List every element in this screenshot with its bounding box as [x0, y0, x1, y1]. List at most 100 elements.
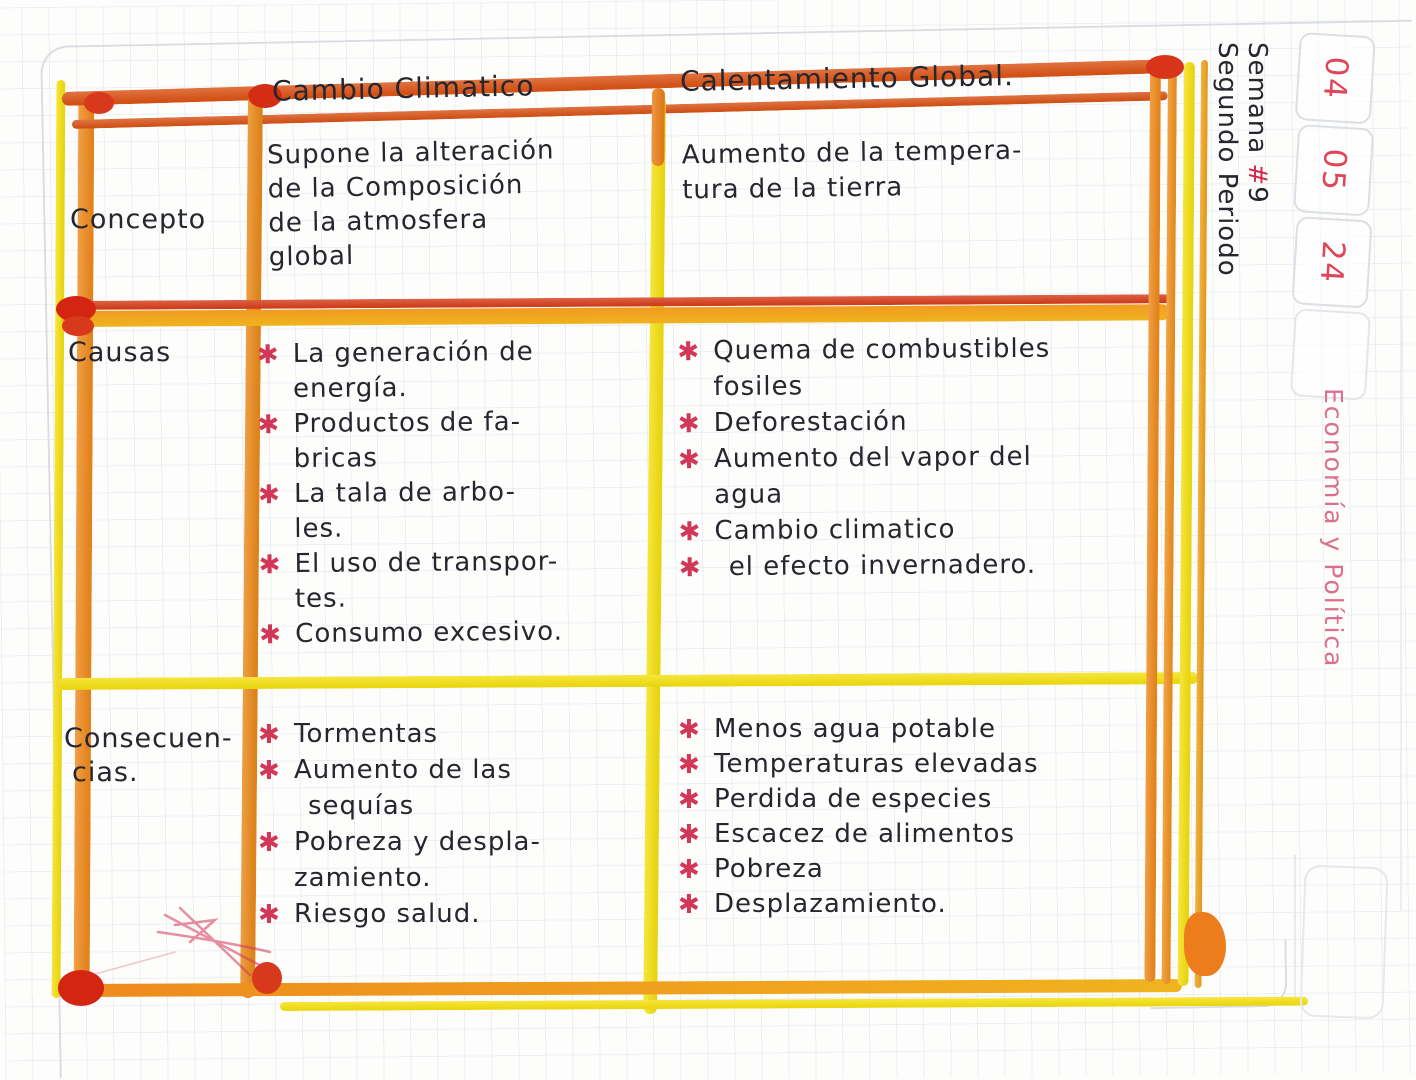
list-item: ✱ La tala de arbo-	[258, 475, 562, 513]
list-item: ✱ el efecto invernadero.	[679, 547, 1052, 586]
note-line: Consumo excesivo.	[295, 616, 564, 650]
list-item: ✱ Pobreza y despla-	[258, 824, 541, 860]
note-line: Deforestación	[713, 406, 908, 439]
note-line: de la atmosfera	[268, 204, 489, 239]
week-number: 9	[1242, 186, 1272, 204]
concepto-calentamiento-text: Aumento de la tempera- tura de la tierra	[682, 134, 1024, 209]
bullet-asterisk-icon: ✱	[258, 828, 281, 858]
bullet-asterisk-icon: ✱	[258, 550, 282, 581]
note-line: Pobreza y despla-	[294, 827, 541, 857]
list-item: ✱ Menos agua potable	[678, 712, 1039, 747]
list-item: ✱ Temperaturas elevadas	[678, 747, 1039, 782]
note-line: Quema de combustibles	[713, 333, 1051, 367]
bullet-asterisk-icon: ✱	[677, 445, 701, 476]
list-item: sequías	[258, 788, 541, 824]
bullet-asterisk-icon: ✱	[678, 750, 701, 780]
note-line: cias.	[72, 757, 139, 788]
date-box-empty	[1289, 308, 1371, 401]
note-line: fosiles	[713, 371, 804, 403]
period-line: Segundo Periodo	[1212, 42, 1242, 277]
column-header-cambio-climatico: Cambio Climatico	[271, 69, 535, 108]
list-item: ✱ Quema de combustibles	[677, 331, 1050, 370]
subject-note: Economía y Política	[1319, 388, 1348, 669]
list-item: ✱ Riesgo salud.	[258, 896, 541, 932]
date-value: 24	[1312, 239, 1352, 286]
red-dot-label-bottom	[252, 962, 282, 994]
date-value: 04	[1315, 55, 1355, 102]
row-label-consecuencias: Consecuen- cias.	[64, 722, 233, 790]
bullet-asterisk-icon: ✱	[256, 340, 280, 371]
note-line: Menos agua potable	[714, 714, 996, 744]
bullet-asterisk-icon: ✱	[258, 720, 281, 750]
note-line: Aumento de las	[294, 755, 512, 785]
note-line: Desplazamiento.	[714, 889, 947, 919]
paper-edge-right-faint	[1294, 855, 1296, 1005]
note-line: el efecto invernadero.	[728, 549, 1037, 582]
consecuencias-cambio-list: ✱ Tormentas ✱ Aumento de las sequías ✱ Pobr…	[258, 716, 541, 932]
note-line: agua	[714, 479, 784, 511]
list-item: ✱ La generación de	[257, 335, 561, 373]
list-item: zamiento.	[258, 860, 541, 896]
week-hash: #	[1242, 163, 1272, 187]
list-item: ✱ Aumento de las	[258, 752, 541, 788]
red-dot-bottom-left	[58, 970, 104, 1006]
note-line: El uso de transpor-	[294, 546, 559, 580]
week-line: Semana #9	[1242, 42, 1272, 378]
note-line: Productos de fa-	[293, 407, 522, 440]
list-item: agua	[678, 475, 1051, 514]
bullet-asterisk-icon: ✱	[257, 480, 281, 511]
bullet-asterisk-icon: ✱	[678, 553, 702, 584]
faint-tab	[1299, 864, 1389, 1020]
note-line: Supone la alteración	[266, 135, 555, 171]
bullet-asterisk-icon: ✱	[678, 517, 702, 548]
note-line: Tormentas	[294, 719, 439, 749]
note-line: Aumento del vapor del	[713, 441, 1032, 475]
consecuencias-calentamiento-list: ✱ Menos agua potable ✱ Temperaturas elevad…	[678, 712, 1039, 922]
bullet-asterisk-icon: ✱	[678, 890, 701, 920]
note-line: Temperaturas elevadas	[714, 749, 1039, 779]
bullet-asterisk-icon: ✱	[257, 410, 281, 441]
list-item: ✱ Perdida de especies	[678, 782, 1039, 817]
causas-calentamiento-list: ✱ Quema de combustibles fosiles ✱ Deforest…	[677, 331, 1052, 586]
concepto-cambio-text: Supone la alteración de la Composición d…	[267, 134, 557, 275]
list-item: ✱ Desplazamiento.	[678, 887, 1039, 922]
note-line: La generación de	[292, 336, 534, 370]
note-line: Cambio climatico	[714, 514, 956, 547]
list-item: ✱ Escacez de alimentos	[678, 817, 1039, 852]
note-line: zamiento.	[294, 863, 432, 893]
list-item: energía.	[257, 370, 561, 408]
list-item: ✱ Consumo excesivo.	[259, 615, 563, 653]
bullet-asterisk-icon: ✱	[259, 620, 283, 651]
bullet-asterisk-icon: ✱	[258, 756, 281, 786]
list-item: ✱ Tormentas	[258, 716, 541, 752]
note-line: global	[268, 241, 355, 273]
note-line: Pobreza	[714, 854, 824, 884]
orange-blob-bottom-right	[1184, 912, 1226, 976]
pink-scribble	[87, 906, 272, 977]
note-line: les.	[294, 513, 344, 545]
center-column-separator-orange-top	[651, 87, 665, 167]
red-dot-top-left	[84, 92, 114, 114]
bullet-asterisk-icon: ✱	[678, 715, 701, 745]
note-line: de la Composición	[267, 170, 524, 205]
note-line: Riesgo salud.	[294, 899, 481, 929]
date-box-year: 24	[1291, 216, 1373, 309]
red-dot-top-right	[1146, 55, 1184, 79]
note-line: tura de la tierra	[682, 172, 904, 206]
list-item: ✱ Pobreza	[678, 852, 1039, 887]
note-line: La tala de arbo-	[293, 477, 517, 510]
date-box-month: 05	[1293, 124, 1375, 217]
red-dot-label-top	[248, 84, 282, 108]
list-item: ✱ Cambio climatico	[678, 511, 1051, 550]
note-line: energía.	[292, 373, 408, 405]
note-line: Aumento de la tempera-	[681, 135, 1023, 171]
row-label-causas: Causas	[68, 337, 172, 368]
list-item: les.	[258, 510, 562, 548]
paper-edge-far-right	[1400, 290, 1402, 910]
causas-cambio-list: ✱ La generación de energía. ✱ Productos de…	[257, 335, 563, 653]
date-value: 05	[1314, 147, 1353, 194]
note-line: tes.	[294, 583, 348, 615]
note-line: Escacez de alimentos	[714, 819, 1015, 849]
week-label: Semana	[1242, 42, 1272, 155]
note-line: sequías	[308, 791, 415, 821]
